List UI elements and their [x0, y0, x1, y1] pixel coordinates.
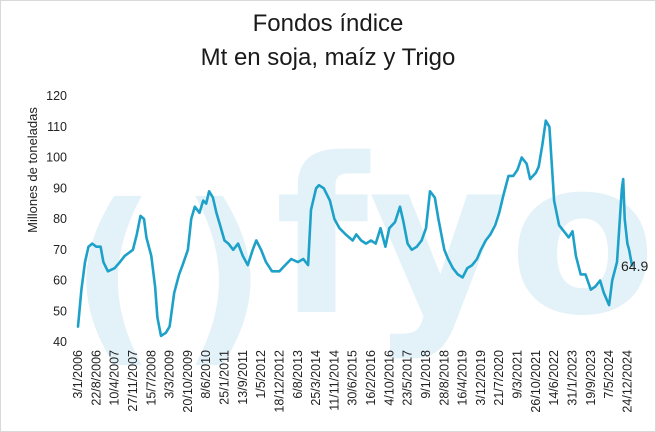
x-tick-label: 6/8/2013 — [291, 350, 305, 399]
x-tick-label: 16/2/2016 — [364, 350, 378, 406]
x-tick-label: 20/10/2009 — [181, 350, 195, 413]
x-tick-label: 24/12/2024 — [620, 350, 634, 413]
y-axis-label: Millones de toneladas — [25, 107, 40, 233]
x-tick-label: 22/8/2006 — [89, 350, 103, 406]
chart-subtitle: Mt en soja, maíz y Trigo — [200, 44, 456, 71]
x-tick-label: 27/11/2007 — [126, 350, 140, 412]
series-line — [76, 119, 634, 338]
x-tick-label: 16/4/2019 — [456, 350, 470, 406]
x-tick-label: 3/3/2009 — [163, 350, 177, 399]
x-tick-label: 9/1/2018 — [419, 350, 433, 399]
x-tick-label: 8/6/2010 — [199, 350, 213, 399]
x-tick-label: 13/9/2011 — [236, 350, 250, 405]
chart-title: Fondos índice — [252, 10, 404, 37]
y-tick-label: 70 — [53, 243, 67, 257]
x-axis-ticks: 3/1/2006 22/8/2006 10/4/2007 27/11/2007 15/7… — [71, 350, 634, 413]
y-tick-label: 60 — [53, 274, 67, 288]
x-tick-label: 25/1/2011 — [218, 350, 232, 405]
y-tick-label: 90 — [53, 181, 67, 195]
y-tick-label: 120 — [46, 89, 67, 103]
x-tick-label: 25/3/2014 — [309, 350, 323, 406]
x-tick-label: 10/4/2007 — [108, 350, 122, 406]
x-tick-label: 31/1/2023 — [565, 350, 579, 406]
y-tick-label: 110 — [47, 120, 67, 134]
x-tick-label: 4/10/2016 — [382, 350, 396, 406]
x-tick-label: 3/1/2006 — [71, 350, 85, 399]
y-axis-ticks: 40 50 60 70 80 90 100 110 120 — [46, 89, 67, 349]
x-tick-label: 28/8/2018 — [437, 350, 451, 406]
y-tick-label: 100 — [46, 151, 67, 165]
y-tick-label: 80 — [53, 212, 67, 226]
y-tick-label: 40 — [53, 335, 67, 349]
watermark-fyo: fyo — [275, 112, 656, 363]
x-tick-label: 15/7/2008 — [144, 350, 158, 406]
x-tick-label: 14/6/2022 — [547, 350, 561, 406]
x-tick-label: 18/12/2012 — [272, 350, 286, 413]
x-tick-label: 30/6/2015 — [346, 350, 360, 406]
x-tick-label: 3/12/2019 — [474, 350, 488, 406]
x-tick-label: 23/5/2017 — [401, 350, 415, 406]
x-tick-label: 11/11/2014 — [327, 350, 341, 411]
x-tick-label: 26/10/2021 — [529, 350, 543, 413]
x-tick-label: 9/3/2021 — [511, 350, 525, 399]
x-tick-label: 7/5/2024 — [602, 350, 616, 399]
watermark-paren-close: ) — [180, 164, 267, 385]
watermark-logo: ( ) fyo — [70, 112, 656, 385]
x-tick-label: 1/5/2012 — [254, 350, 268, 399]
x-tick-label: 21/7/2020 — [492, 350, 506, 406]
y-tick-label: 50 — [53, 304, 67, 318]
x-tick-label: 19/9/2023 — [584, 350, 598, 406]
end-value-label: 64.9 — [621, 258, 648, 274]
